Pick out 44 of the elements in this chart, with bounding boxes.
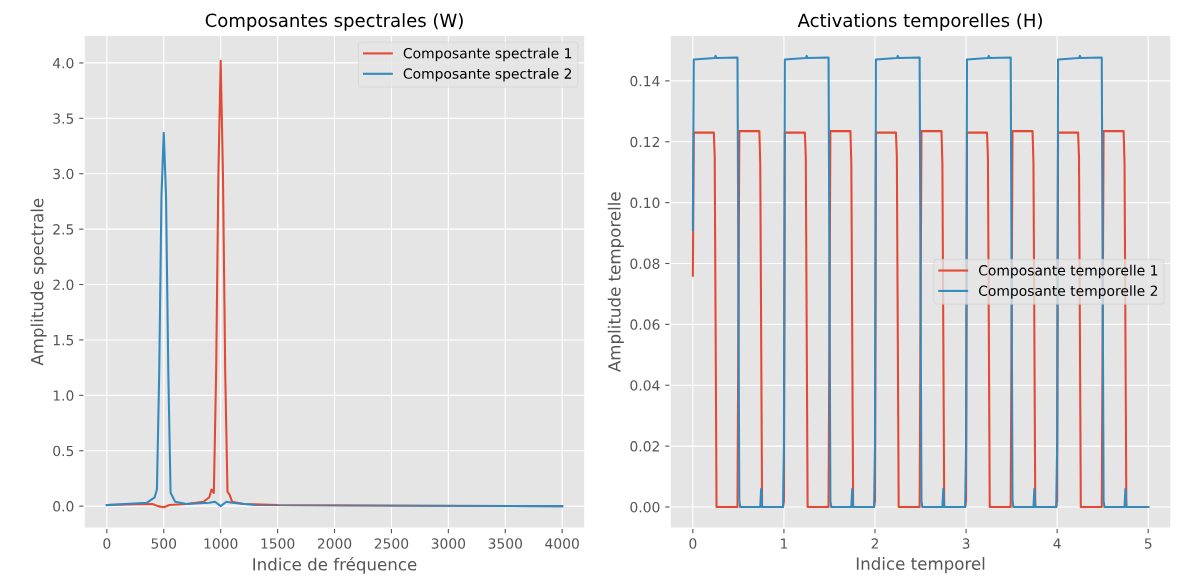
y-tick-label: 1.5 <box>53 335 74 346</box>
y-axis-title: Amplitude temporelle <box>607 192 624 373</box>
y-tick-label: 0.10 <box>630 197 660 209</box>
y-tick-label: 0.14 <box>630 75 660 87</box>
y-tick-label: 4.0 <box>52 57 74 69</box>
x-axis-title: Indice temporel <box>856 557 985 574</box>
y-tick-label: 0.00 <box>630 501 660 513</box>
x-tick-label: 2500 <box>374 538 409 549</box>
y-tick-label: 0.5 <box>53 445 74 457</box>
x-tick-label: 2000 <box>317 538 352 549</box>
legend-label: Composante spectrale 1 <box>403 47 572 62</box>
y-tick-label: 0.08 <box>630 258 660 269</box>
chart-title: Activations temporelles (H) <box>797 13 1042 31</box>
y-tick-label: 3.0 <box>53 168 74 180</box>
x-tick-label: 3000 <box>431 538 466 549</box>
x-tick-label: 4 <box>1053 538 1061 549</box>
x-tick-label: 3500 <box>488 538 523 549</box>
x-tick-label: 0 <box>103 538 111 549</box>
x-tick-label: 4000 <box>545 538 579 549</box>
x-tick-label: 5 <box>1144 538 1152 549</box>
line-series <box>691 54 1150 509</box>
y-tick-label: 0.12 <box>630 136 659 148</box>
chart-title: Composantes spectrales (W) <box>205 13 463 31</box>
x-tick-label: 500 <box>151 538 177 549</box>
x-axis-title: Indice de fréquence <box>253 557 417 574</box>
x-tick-label: 2 <box>871 538 879 549</box>
x-tick-label: 0 <box>689 538 697 549</box>
y-tick-label: 3.5 <box>53 113 74 124</box>
y-tick-label: 2.5 <box>53 224 74 235</box>
y-tick-label: 1.0 <box>53 390 74 401</box>
x-tick-label: 1000 <box>204 538 238 549</box>
legend-label: Composante temporelle 1 <box>978 264 1158 279</box>
legend-label: Composante spectrale 2 <box>403 68 572 82</box>
y-tick-label: 0.06 <box>630 319 660 330</box>
y-tick-label: 2.0 <box>53 279 74 290</box>
y-tick-label: 0.04 <box>630 380 660 391</box>
x-tick-label: 3 <box>962 538 970 549</box>
y-tick-label: 0.0 <box>53 501 74 512</box>
x-tick-label: 1 <box>781 538 788 549</box>
legend-label: Composante temporelle 2 <box>978 285 1158 299</box>
line-series <box>105 131 564 508</box>
y-tick-label: 0.02 <box>630 441 659 452</box>
x-tick-label: 1500 <box>261 538 295 549</box>
y-axis-title: Amplitude spectrale <box>30 198 47 366</box>
